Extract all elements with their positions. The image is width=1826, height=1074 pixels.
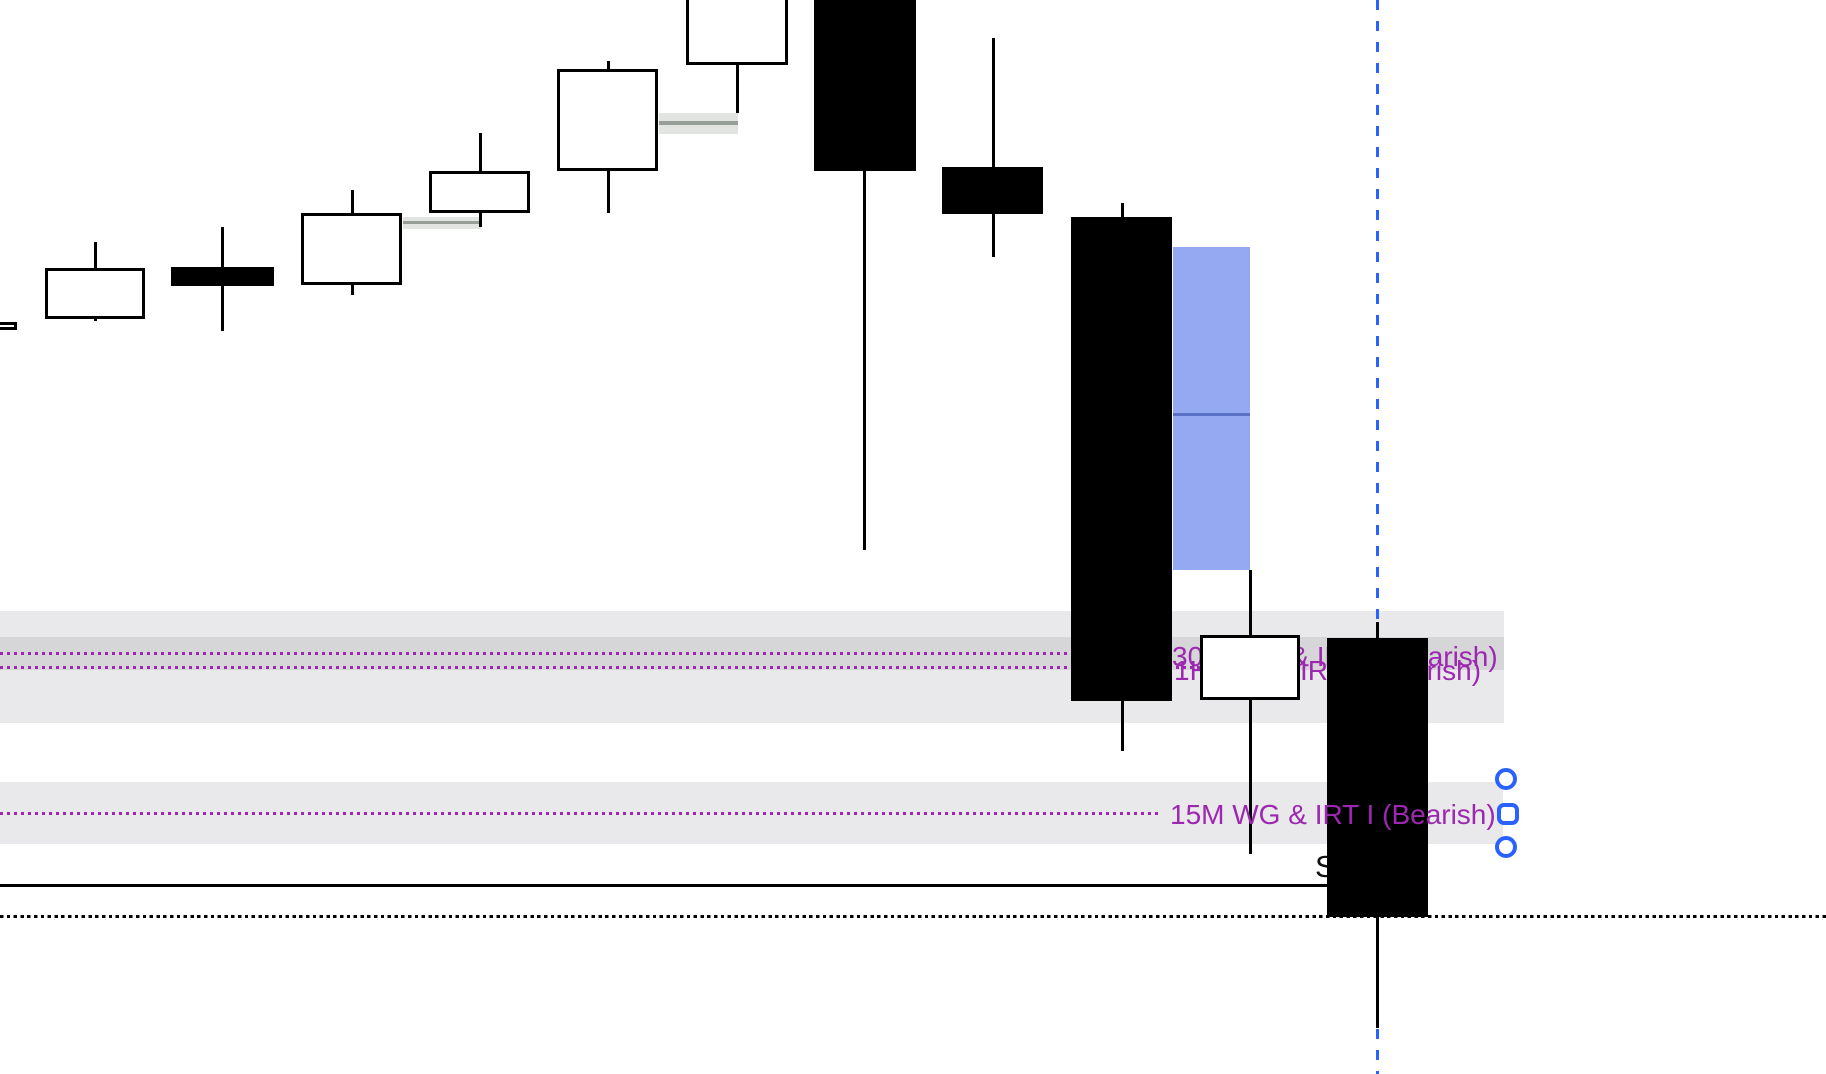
candle-body xyxy=(942,167,1043,214)
candle-body xyxy=(0,322,17,330)
zone-dotted-line[interactable] xyxy=(0,652,1140,655)
vertical-dashed-line[interactable] xyxy=(1375,0,1379,1074)
fvg-strip-line xyxy=(659,121,738,125)
candle-body xyxy=(1327,638,1428,917)
blue-highlight-box[interactable] xyxy=(1173,247,1250,570)
candle-wick xyxy=(991,38,995,257)
drawing-handle-circle-top[interactable] xyxy=(1495,768,1517,790)
candle-wick xyxy=(1248,570,1252,854)
candle-body xyxy=(1200,635,1300,700)
candle-body xyxy=(557,69,658,171)
candle-body xyxy=(45,268,145,319)
horizontal-solid-line[interactable] xyxy=(0,884,1330,887)
blue-highlight-box-midline xyxy=(1173,413,1250,416)
zone-dotted-line[interactable] xyxy=(0,666,1205,669)
drawing-handle-square-mid[interactable] xyxy=(1497,803,1519,825)
candle-body xyxy=(301,213,402,285)
candle-body xyxy=(686,0,788,65)
fvg-strip-line xyxy=(403,221,481,224)
zone3-label[interactable]: 15M WG & IRT I (Bearish) xyxy=(1170,799,1496,830)
candle-body xyxy=(171,267,274,286)
candle-wick xyxy=(862,0,866,550)
candle-body xyxy=(814,0,916,171)
candle-body xyxy=(429,171,530,213)
drawing-handle-circle-bot[interactable] xyxy=(1495,836,1517,858)
zone-dotted-line[interactable] xyxy=(0,812,1158,815)
horizontal-dotted-line[interactable] xyxy=(0,915,1826,918)
candle-body xyxy=(1071,217,1172,701)
